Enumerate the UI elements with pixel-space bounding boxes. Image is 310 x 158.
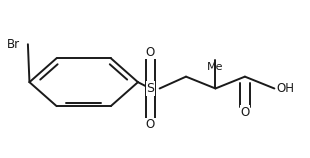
Text: OH: OH xyxy=(276,82,294,95)
Text: Me: Me xyxy=(207,62,224,72)
Text: O: O xyxy=(146,46,155,59)
Text: O: O xyxy=(240,106,250,119)
Text: O: O xyxy=(146,118,155,131)
Text: Br: Br xyxy=(7,38,20,51)
Text: S: S xyxy=(146,82,154,95)
